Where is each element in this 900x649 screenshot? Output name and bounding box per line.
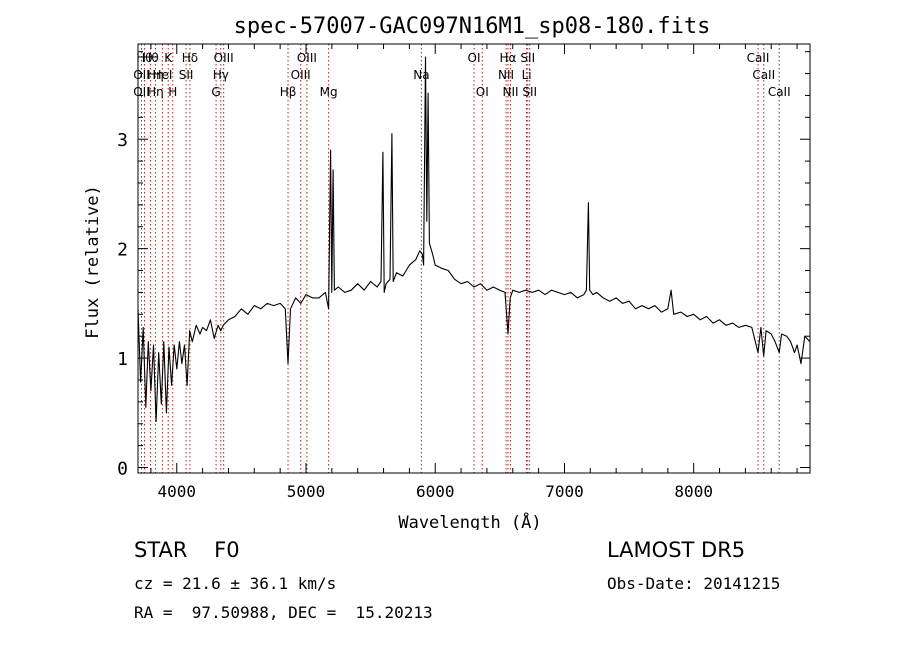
x-axis-label: Wavelength (Å) [398,511,541,530]
line-marker-label: OI [476,85,489,99]
x-tick-label: 7000 [545,482,584,501]
line-marker-label: NII [503,85,519,99]
sky-coordinates: RA = 97.50988, DEC = 15.20213 [134,603,433,622]
line-marker-labels: HθHθOIIOIIHηHηHeIKHHδSIIGHγOIIIHβOIIIOII… [133,51,790,99]
plot-frame [137,43,811,474]
line-markers [140,44,780,473]
line-marker-label: Hη [147,68,164,82]
x-tick-label: 4000 [158,482,197,501]
chart-title: spec-57007-GAC097N16M1_sp08-180.fits [234,14,711,39]
line-marker-label: Hδ [182,51,198,65]
y-tick-label: 0 [117,459,128,480]
x-tick-label: 8000 [674,482,713,501]
line-marker-label: SII [520,51,535,65]
line-marker-label: Li [522,68,532,82]
line-marker-label: G [211,85,220,99]
line-marker-label: OI [468,51,481,65]
line-marker-label: OII [133,85,150,99]
line-marker-label: Hθ [142,51,158,65]
y-axis-ticks: 0 1 2 3 [117,51,810,480]
survey-name: LAMOST DR5 [607,538,746,562]
line-marker-label: OIII [291,68,311,82]
y-axis-label: Flux (relative) [83,185,103,339]
line-marker-label: K [164,51,173,65]
spectral-class: STAR F0 [134,538,240,562]
line-marker-label: OII [133,68,150,82]
redshift-cz: cz = 21.6 ± 36.1 km/s [134,574,337,593]
line-marker-label: OIII [297,51,317,65]
line-marker-label: NII [498,68,514,82]
line-marker-label: HeI [152,68,172,82]
line-marker-label: Hθ [136,51,152,65]
x-tick-label: 5000 [287,482,326,501]
line-marker-label: CaII [768,85,791,99]
line-marker-label: OIII [214,51,234,65]
y-tick-label: 1 [117,349,128,370]
line-marker-label: Hβ [280,85,297,99]
x-tick-label: 6000 [416,482,455,501]
y-tick-label: 2 [117,240,128,261]
line-marker-label: Na [413,68,429,82]
line-marker-label: SII [179,68,194,82]
line-marker-label: CaII [747,51,770,65]
y-tick-label: 3 [117,130,128,151]
line-marker-label: H [168,85,177,99]
line-marker-label: Hγ [213,68,229,82]
line-marker-label: Mg [320,85,338,99]
x-axis-ticks: 4000 5000 6000 7000 8000 [150,44,798,501]
line-marker-label: Hη [147,85,164,99]
line-marker-label: CaII [752,68,775,82]
observation-date: Obs-Date: 20141215 [607,574,781,593]
spectrum-series-line [137,56,811,423]
line-marker-label: Hα [500,51,517,65]
line-marker-label: SII [522,85,537,99]
spectrum-chart: spec-57007-GAC097N16M1_sp08-180.fits HθH… [83,14,811,533]
